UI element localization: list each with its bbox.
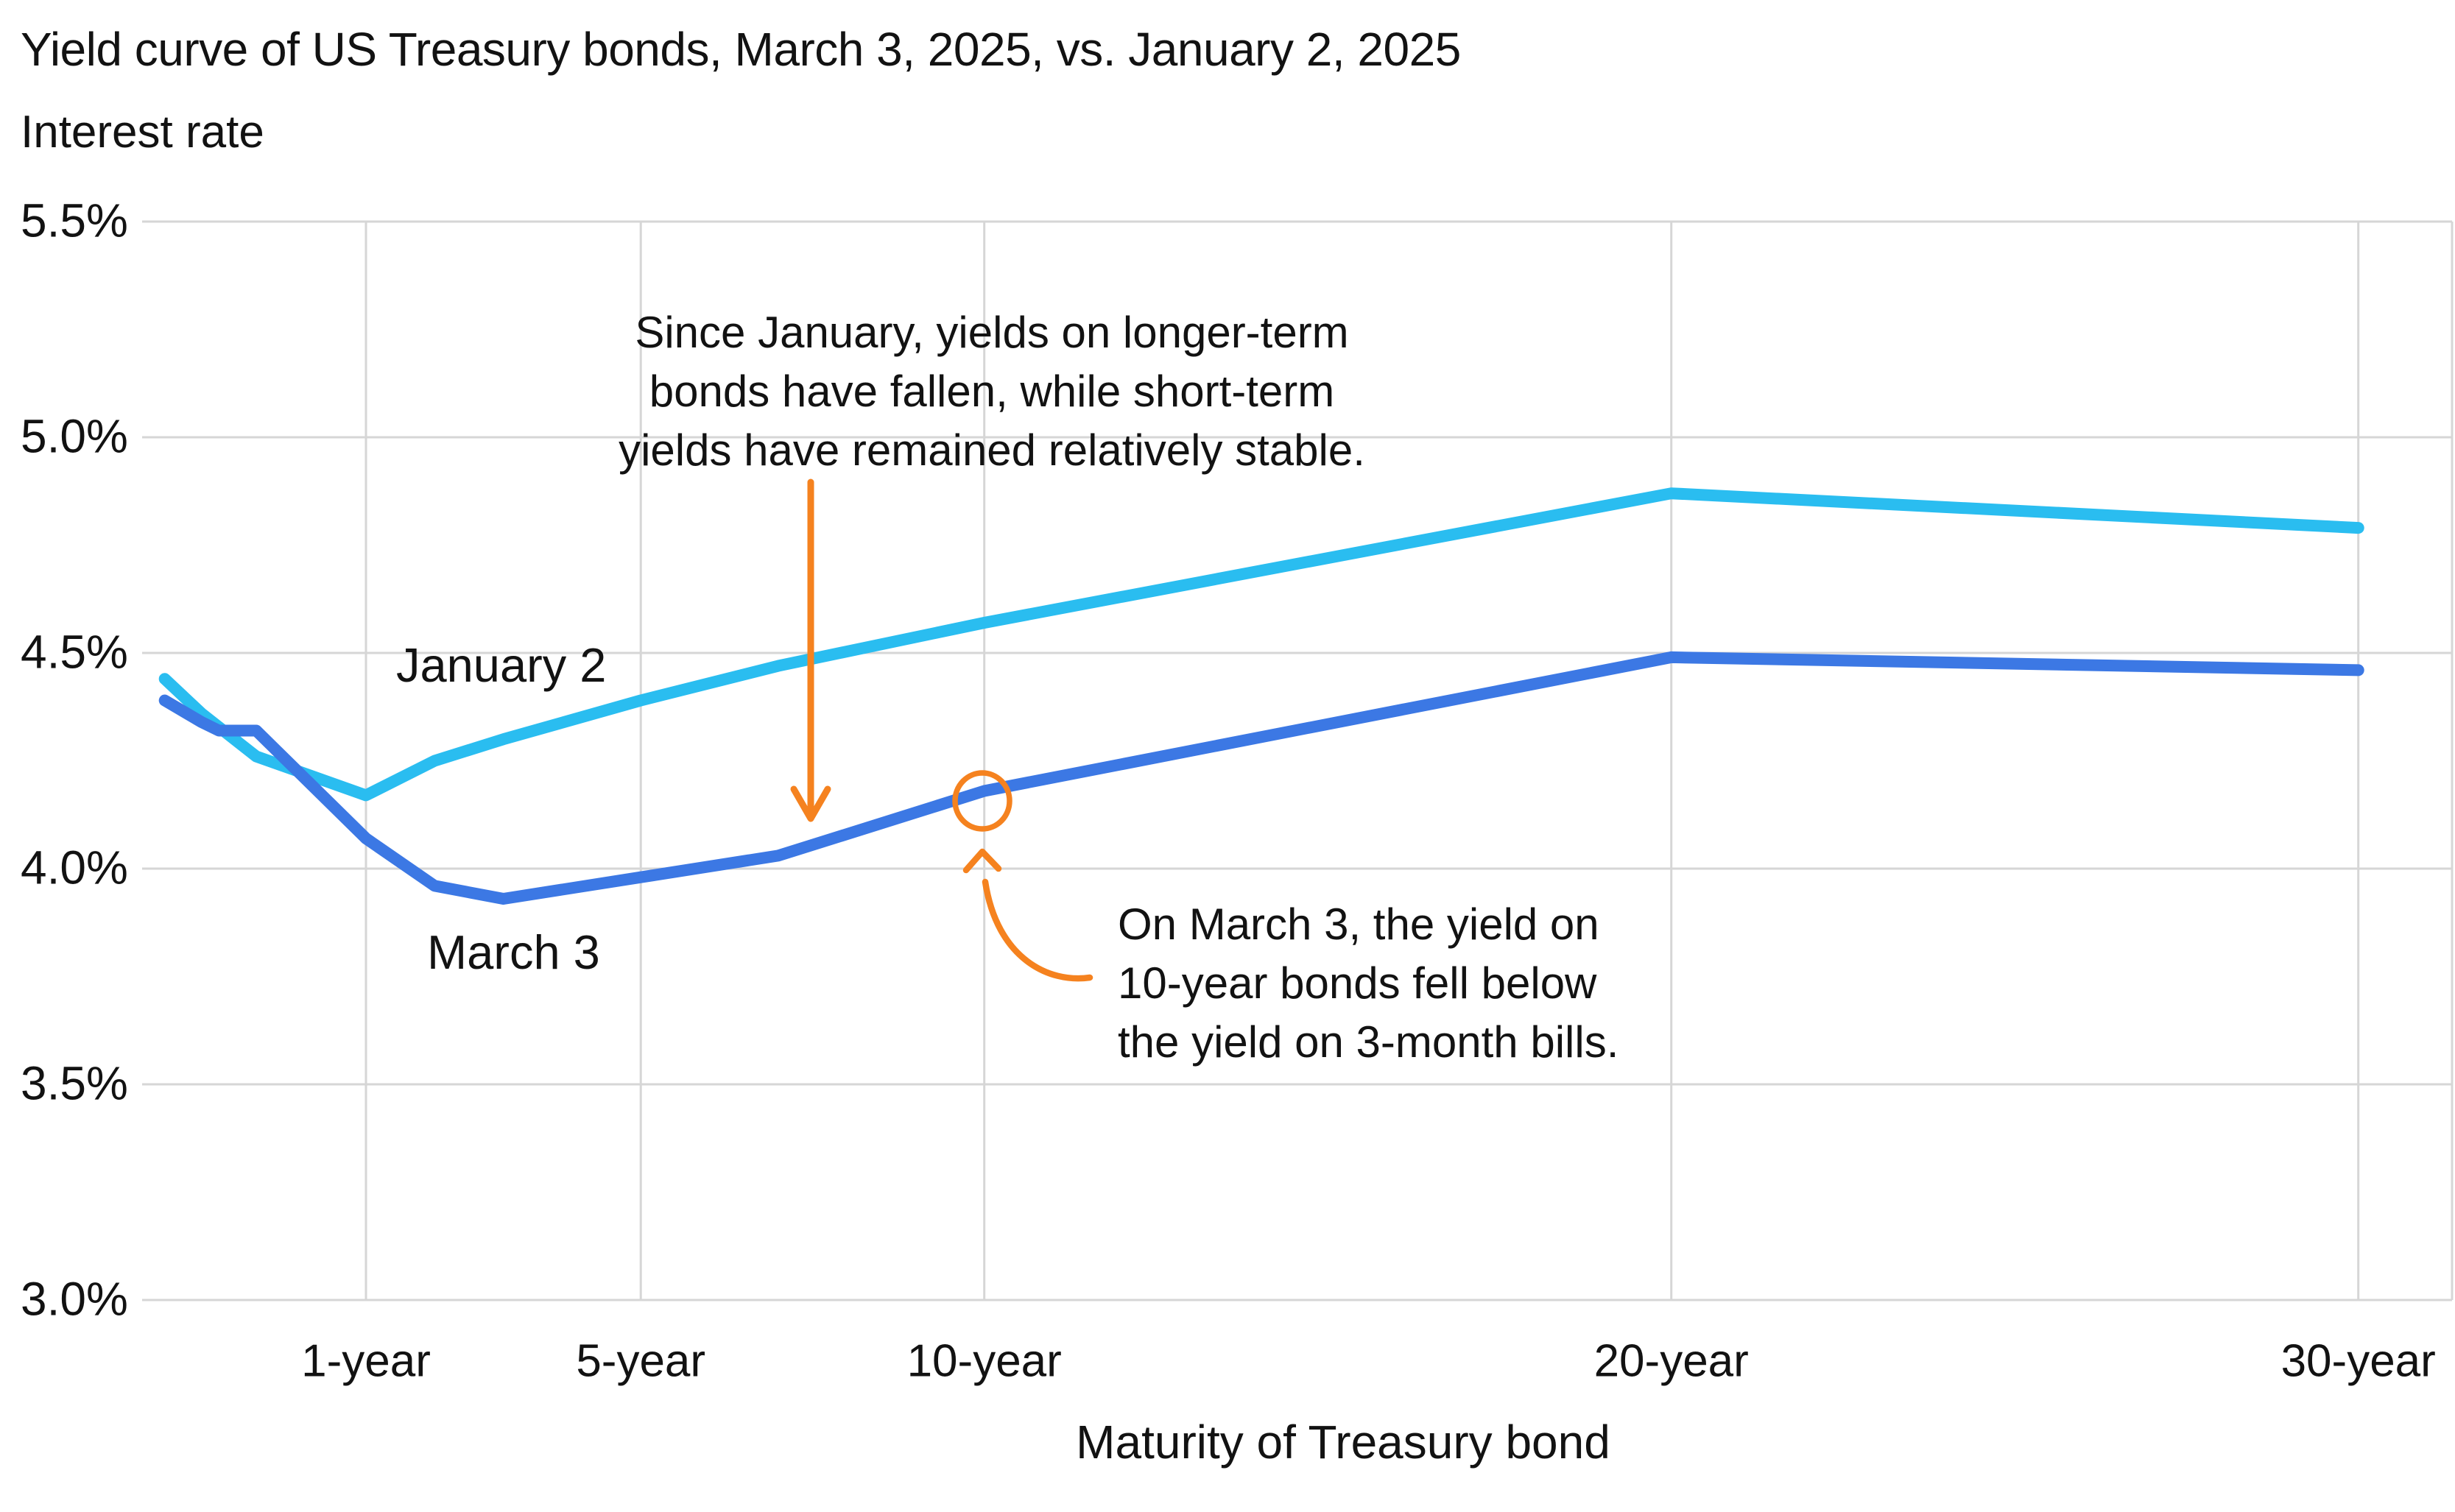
y-axis-title: Interest rate	[21, 107, 264, 158]
line-january-2	[158, 487, 2364, 802]
x-tick-label-10-year: 10-year	[906, 1335, 1062, 1387]
annotation-line: 10-year bonds fell below	[1118, 958, 1597, 1008]
x-tick-label-20-year: 20-year	[1593, 1335, 1749, 1387]
x-axis-title: Maturity of Treasury bond	[1076, 1416, 1610, 1469]
series-label-january-2: January 2	[396, 638, 607, 692]
y-tick-label-4.5%: 4.5%	[21, 625, 128, 679]
annotation-line: the yield on 3-month bills.	[1118, 1017, 1619, 1067]
down-arrow-annotation-icon	[790, 478, 831, 822]
annotation-line: Since January, yields on longer-term	[635, 308, 1349, 357]
annotation-line: On March 3, the yield on	[1118, 900, 1599, 949]
chart-title: Yield curve of US Treasury bonds, March …	[21, 23, 1461, 76]
y-tick-label-3.0%: 3.0%	[21, 1272, 128, 1326]
annotation-line: yields have remained relatively stable.	[619, 425, 1365, 475]
gridlines	[142, 220, 2454, 1301]
data-lines	[158, 487, 2364, 905]
y-tick-label-5.5%: 5.5%	[21, 194, 128, 247]
x-tick-label-30-year: 30-year	[2280, 1335, 2436, 1387]
annotation-on-march-3: On March 3, the yield on 10-year bonds f…	[1118, 895, 1619, 1072]
curved-arrow-head	[962, 848, 1002, 874]
annotation-line: bonds have fallen, while short-term	[649, 367, 1335, 416]
series-label-march-3: March 3	[427, 925, 600, 979]
line-march-3	[158, 651, 2364, 905]
curved-arrow-shaft	[982, 878, 1093, 982]
curved-arrow-annotation-icon	[962, 848, 1093, 982]
y-tick-label-4.0%: 4.0%	[21, 841, 128, 894]
y-tick-label-5.0%: 5.0%	[21, 409, 128, 463]
x-tick-label-5-year: 5-year	[576, 1335, 706, 1387]
circled-point-annotation-icon	[952, 770, 1012, 832]
y-tick-label-3.5%: 3.5%	[21, 1056, 128, 1110]
annotation-since-january: Since January, yields on longer-term bon…	[582, 303, 1402, 480]
x-tick-label-1-year: 1-year	[301, 1335, 431, 1387]
down-arrow-head	[790, 785, 831, 822]
